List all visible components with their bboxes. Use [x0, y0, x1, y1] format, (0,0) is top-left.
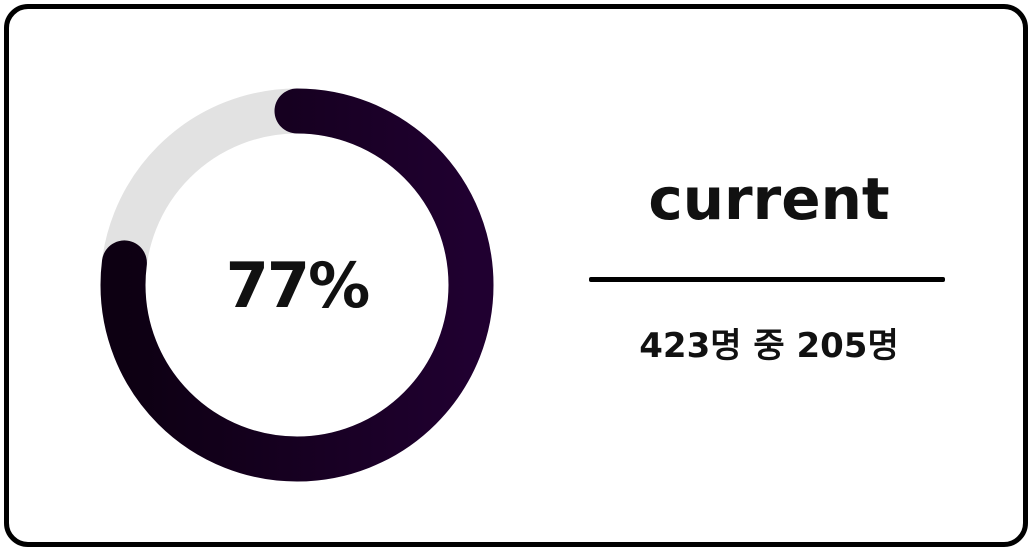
progress-fill [100, 88, 494, 482]
info-divider [589, 277, 945, 282]
info-panel: current 423명 중 205명 [589, 159, 949, 370]
progress-ring-svg [100, 88, 494, 482]
progress-ring: 77% [97, 85, 497, 485]
progress-card: 77% current 423명 중 205명 [4, 4, 1028, 547]
info-title: current [648, 165, 890, 233]
progress-percent-label: 77% [225, 248, 370, 322]
info-count: 423명 중 205명 [639, 326, 899, 366]
